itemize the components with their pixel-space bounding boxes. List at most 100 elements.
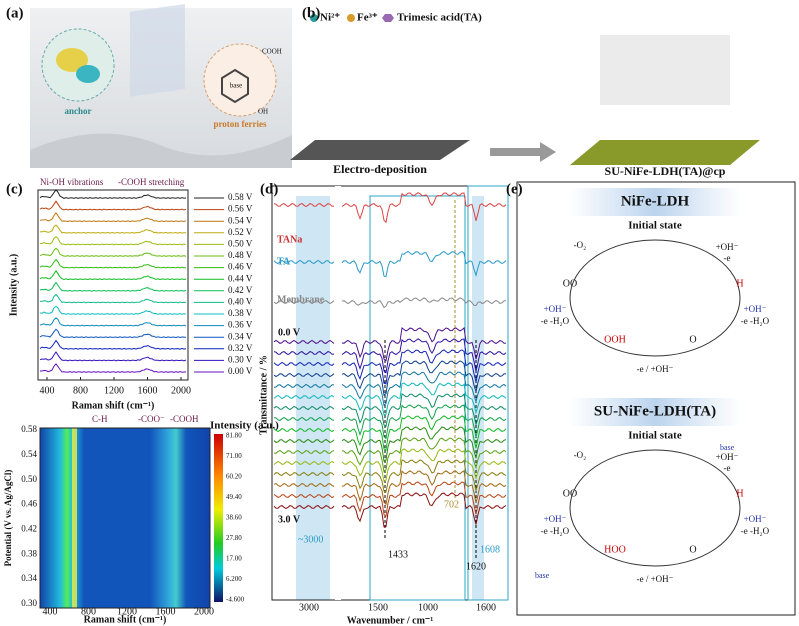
step-label: +OH⁻ [544,304,567,314]
state: Initial state [628,430,682,442]
y-tick-label: 0.42 [21,523,37,533]
spectrum [273,415,507,451]
x-tick-label: 2000 [171,385,191,396]
y-axis-label: Potential (V vs. Ag/AgCl) [3,470,13,567]
legend-label: 0.32 V [228,343,253,353]
spectrum [273,426,507,462]
step-label: +OH⁻ [544,514,567,524]
orbital [56,48,88,72]
zoom-box [467,185,509,601]
x-tick-label: 800 [73,385,88,396]
spectrum [40,363,187,373]
spectrum [39,317,187,327]
spectrum [273,338,507,374]
legend-dot [310,14,318,22]
colorbar-label: 49.40 [226,493,242,501]
legend: Trimesic acid(TA) [397,12,482,24]
spectrum [39,281,187,292]
step-label: -e / +OH⁻ [637,364,674,374]
spectrum [39,339,187,350]
x-axis-label: Wavenumber / cm⁻¹ [347,615,433,626]
spectrum [273,470,507,506]
section-header [570,398,740,426]
annotation: 1433 [388,549,408,560]
spectrum [273,371,507,407]
legend-label: 0.54 V [228,215,253,225]
step-label: +OH⁻ [716,242,739,252]
panel-a: (a) anchor proton ferries base COOH OH [6,3,292,168]
section-header [570,188,740,216]
legend-dot [382,14,394,22]
intermediate: O [689,544,696,555]
hills [30,133,292,168]
arrow [490,142,556,162]
panel-label: (a) [6,5,24,21]
spectrum [39,328,187,339]
step-label: -e [724,463,731,473]
step-label: +OH⁻ [716,452,739,462]
label: base [535,571,550,580]
spectrum [273,297,507,309]
ferry-circle [203,43,277,117]
cycle [569,449,741,567]
section-title: SU-NiFe-LDH(TA) [594,403,716,419]
step-label: -e [724,253,731,263]
colorbar-label: -4.600 [226,596,245,604]
legend-label: 0.30 V [228,354,253,364]
plot-frame [37,189,189,381]
label: base [720,443,735,452]
spectrum [39,247,187,257]
intermediate: H [736,488,743,499]
spectrum [39,224,186,234]
legend-label: 0.42 V [228,285,253,295]
step-label: -e -H₂O [741,526,770,536]
spectrum [273,448,507,482]
x-axis-label: Raman shift (cm⁻¹) [84,614,167,625]
annotation: -COO⁻ [138,414,165,424]
x-tick-label: 2000 [194,606,214,617]
annotation: ~3000 [298,534,323,545]
spectrum [273,326,507,362]
spectrum [273,393,507,427]
y-axis-label: Intensity (a.u.) [8,254,19,317]
label: COOH [262,48,282,56]
y-tick-label: 0.46 [21,499,37,509]
heatmap-band [72,428,77,608]
y-tick-label: 0.34 [21,573,37,583]
legend-label: 0.48 V [228,250,253,260]
spectrum [39,258,187,269]
legend-label: 0.36 V [228,320,253,330]
spectrum [39,293,187,304]
intermediate: O [689,334,696,345]
panel-label: (d) [260,181,278,197]
substrate-coated [570,140,760,165]
annotation: -COOH [170,414,199,424]
step-label: +OH⁻ [744,514,767,524]
orbital [76,65,100,83]
intermediate: OO [563,488,577,499]
legend-label: 0.38 V [228,308,253,318]
step-label: -e -H₂O [541,316,570,326]
y-axis-label: Transmittance / % [258,355,269,435]
ring [221,68,249,104]
intermediate: OOH [604,334,626,345]
legend-dot [347,14,355,22]
intermediate: OO [563,278,577,289]
y-tick-label: 0.50 [21,474,37,484]
panel-label: (c) [6,181,23,197]
annotation: -COOH stretching [118,177,185,187]
colorbar-label: 81.80 [226,432,242,440]
spectrum [273,250,507,278]
colorbar-label: 71.00 [226,452,242,460]
spectrum [273,437,507,473]
x-tick-label: 1600 [156,606,176,617]
spectrum [39,305,187,315]
step-label: -O₂ [574,450,587,460]
x-tick-label: 1200 [104,385,124,396]
step-label: -O₂ [574,240,587,250]
legend-label: 0.50 V [228,238,253,248]
legend-label: 0.46 V [228,262,253,272]
step-label: -e -H₂O [541,526,570,536]
step-label: Electro-deposition [333,162,427,176]
x-tick-label: 1200 [117,606,137,617]
